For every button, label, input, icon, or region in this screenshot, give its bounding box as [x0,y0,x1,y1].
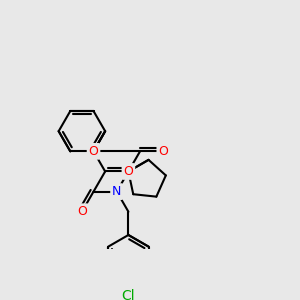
Text: O: O [88,145,98,158]
Text: N: N [112,185,122,198]
Text: Cl: Cl [122,290,135,300]
Text: O: O [158,145,168,158]
Text: O: O [124,165,133,178]
Text: O: O [77,205,87,218]
